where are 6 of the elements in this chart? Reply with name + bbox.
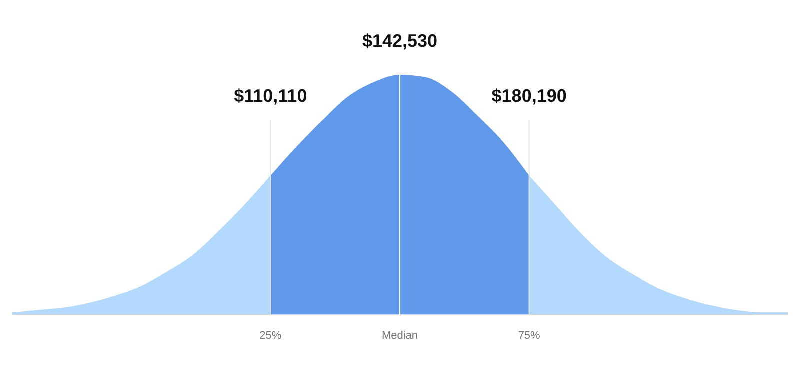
x-tick-label: Median	[382, 330, 418, 342]
ref-line-label: $110,110	[234, 86, 308, 106]
ref-line-label: $142,530	[362, 31, 438, 51]
ref-line-label: $180,190	[492, 86, 567, 106]
x-tick-label: 25%	[260, 330, 282, 342]
x-tick-label: 75%	[518, 330, 541, 342]
